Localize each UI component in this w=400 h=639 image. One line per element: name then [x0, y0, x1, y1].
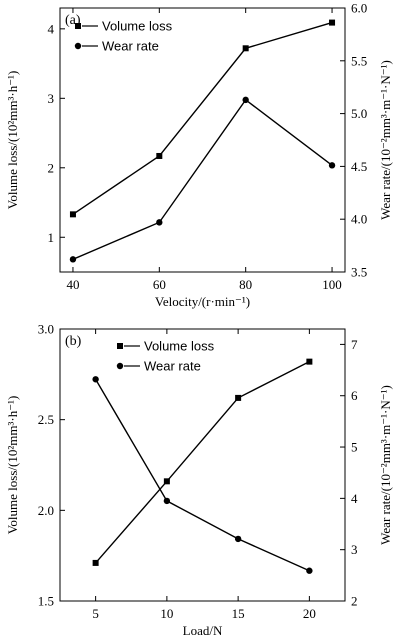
legend-label: Wear rate — [102, 39, 159, 54]
y-right-tick-label: 5 — [351, 440, 358, 455]
data-point-circle — [306, 567, 313, 574]
y-right-tick-label: 6.0 — [351, 1, 367, 16]
legend-marker-square — [117, 343, 123, 349]
legend-label: Volume loss — [144, 339, 215, 354]
y-right-tick-label: 4.5 — [351, 159, 367, 174]
y-right-tick-label: 4.0 — [351, 212, 367, 227]
series-volume-loss — [92, 358, 313, 566]
y-right-tick-label: 6 — [351, 388, 358, 403]
series-line — [72, 21, 333, 215]
y-right-tick-label: 5.0 — [351, 106, 367, 121]
x-tick-label: 80 — [239, 277, 252, 292]
y-left-tick-label: 1 — [48, 230, 55, 245]
chart-panel-b: 5 10 15 20 1.5 2.0 2.5 3.0 2 3 4 5 6 7 Load/N Volume lo… — [5, 322, 393, 639]
data-point-circle — [163, 497, 171, 505]
series-wear-rate — [92, 376, 313, 574]
y-left-tick-label: 2.5 — [38, 412, 54, 427]
y-left-tick-label: 3 — [48, 91, 55, 106]
y-right-tick-label: 2 — [351, 594, 358, 609]
plot-frame — [59, 7, 346, 273]
data-point-square — [69, 211, 76, 218]
plot-frame — [59, 328, 346, 602]
y-left-tick-label: 2.0 — [38, 503, 54, 518]
x-axis-label: Velocity/(r·min⁻¹) — [155, 294, 250, 309]
x-tick-label: 15 — [232, 606, 245, 621]
data-point-circle — [242, 96, 249, 104]
data-point-circle — [69, 256, 77, 263]
series-volume-loss — [69, 19, 336, 218]
chart-panel-a: 40 60 80 100 1 2 3 4 3.5 4.0 4.5 5.0 5.5 6.0 Velocity/… — [5, 1, 393, 310]
data-point-circle — [156, 219, 163, 226]
y-right-tick-label: 7 — [351, 337, 358, 352]
y-left-axis-label: Volume loss/(10²mm³·h⁻¹) — [5, 71, 20, 210]
legend-marker-circle — [74, 42, 82, 50]
legend-label: Wear rate — [144, 359, 201, 374]
y-left-tick-label: 1.5 — [38, 594, 54, 609]
x-tick-label: 5 — [92, 606, 99, 621]
x-tick-label: 20 — [303, 606, 316, 621]
y-left-tick-label: 2 — [48, 160, 55, 175]
legend-label: Volume loss — [102, 19, 173, 34]
legend-entry: Volume loss — [117, 339, 215, 354]
data-point-square — [163, 478, 170, 485]
panel-label: (b) — [65, 334, 82, 349]
data-point-square — [92, 559, 99, 566]
x-tick-label: 100 — [322, 277, 342, 292]
legend-entry: Volume loss — [75, 19, 173, 34]
legend-marker-circle — [116, 362, 124, 370]
series-line — [72, 98, 333, 260]
data-point-circle — [234, 535, 242, 543]
series-wear-rate — [69, 96, 336, 263]
x-tick-label: 40 — [66, 277, 79, 292]
data-point-square — [156, 152, 163, 159]
series-line — [95, 361, 310, 564]
data-point-circle — [92, 376, 99, 383]
x-axis-label: Load/N — [183, 623, 223, 638]
data-point-square — [306, 358, 313, 365]
legend-entry: Wear rate — [116, 359, 201, 374]
y-left-tick-label: 3.0 — [38, 322, 54, 337]
data-point-square — [329, 19, 336, 26]
legend-marker-square — [75, 23, 81, 29]
y-right-tick-label: 5.5 — [351, 53, 367, 68]
series-line — [95, 378, 310, 572]
y-left-tick-label: 4 — [48, 21, 55, 36]
x-tick-label: 60 — [153, 277, 166, 292]
data-point-square — [242, 45, 249, 52]
data-point-circle — [328, 162, 336, 169]
y-right-tick-label: 4 — [351, 491, 358, 506]
y-left-axis-label: Volume loss/(10²mm³·h⁻¹) — [5, 396, 20, 535]
legend-entry: Wear rate — [74, 39, 159, 54]
y-right-axis-label: Wear rate/(10⁻²mm³·m⁻¹·N⁻¹) — [378, 385, 393, 545]
data-point-square — [235, 394, 242, 401]
y-right-tick-label: 3 — [351, 542, 358, 557]
x-tick-label: 10 — [160, 606, 173, 621]
y-right-axis-label: Wear rate/(10⁻²mm³·m⁻¹·N⁻¹) — [378, 60, 393, 220]
y-right-tick-label: 3.5 — [351, 265, 367, 280]
